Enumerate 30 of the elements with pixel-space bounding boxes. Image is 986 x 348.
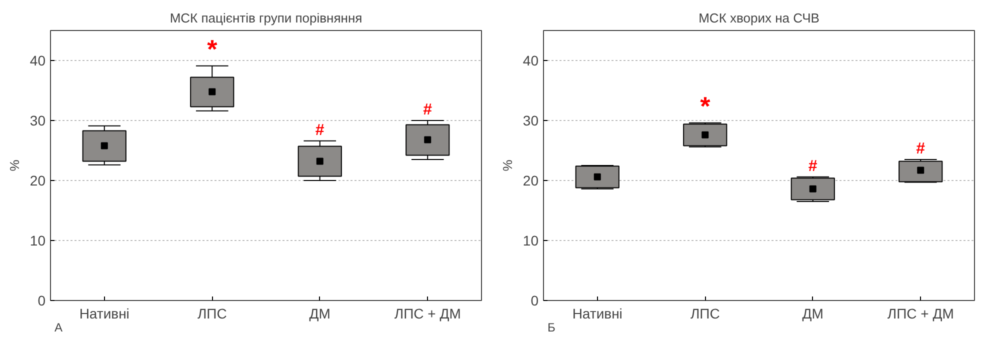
y-tick-label: 20 xyxy=(30,172,46,188)
y-axis-title: % xyxy=(6,159,22,172)
y-tick-label: 40 xyxy=(522,52,539,68)
chart-title: МСК пацієнтів групи порівняння xyxy=(170,10,362,26)
y-tick-label: 10 xyxy=(30,232,46,248)
y-tick-label: 0 xyxy=(530,292,539,308)
x-tick-label: ЛПС + ДМ xyxy=(394,306,461,322)
annotation: * xyxy=(700,90,712,121)
x-tick-label: ЛПС xyxy=(690,306,720,322)
y-tick-label: 10 xyxy=(522,232,539,248)
x-tick-label: ЛПС + ДМ xyxy=(887,306,954,322)
text: А xyxy=(54,320,63,334)
y-tick-label: 30 xyxy=(30,112,46,128)
text: Б xyxy=(548,320,556,334)
y-tick-label: 30 xyxy=(522,112,539,128)
x-tick-label: ДМ xyxy=(309,306,330,322)
y-axis-title: % xyxy=(500,159,515,172)
annotation: # xyxy=(916,140,926,158)
x-tick-label: ЛПС xyxy=(197,306,227,322)
chart-title: МСК хворих на СЧВ xyxy=(698,10,820,26)
annotation: # xyxy=(423,102,432,118)
annotation: # xyxy=(315,122,324,139)
y-tick-label: 40 xyxy=(30,52,46,68)
x-tick-label: ДМ xyxy=(802,306,824,322)
annotation: * xyxy=(207,34,218,64)
y-tick-label: 0 xyxy=(38,292,46,308)
annotation: # xyxy=(808,158,818,175)
x-tick-label: Нативні xyxy=(572,306,622,322)
y-tick-label: 20 xyxy=(522,172,539,188)
x-tick-label: Нативні xyxy=(79,306,130,322)
